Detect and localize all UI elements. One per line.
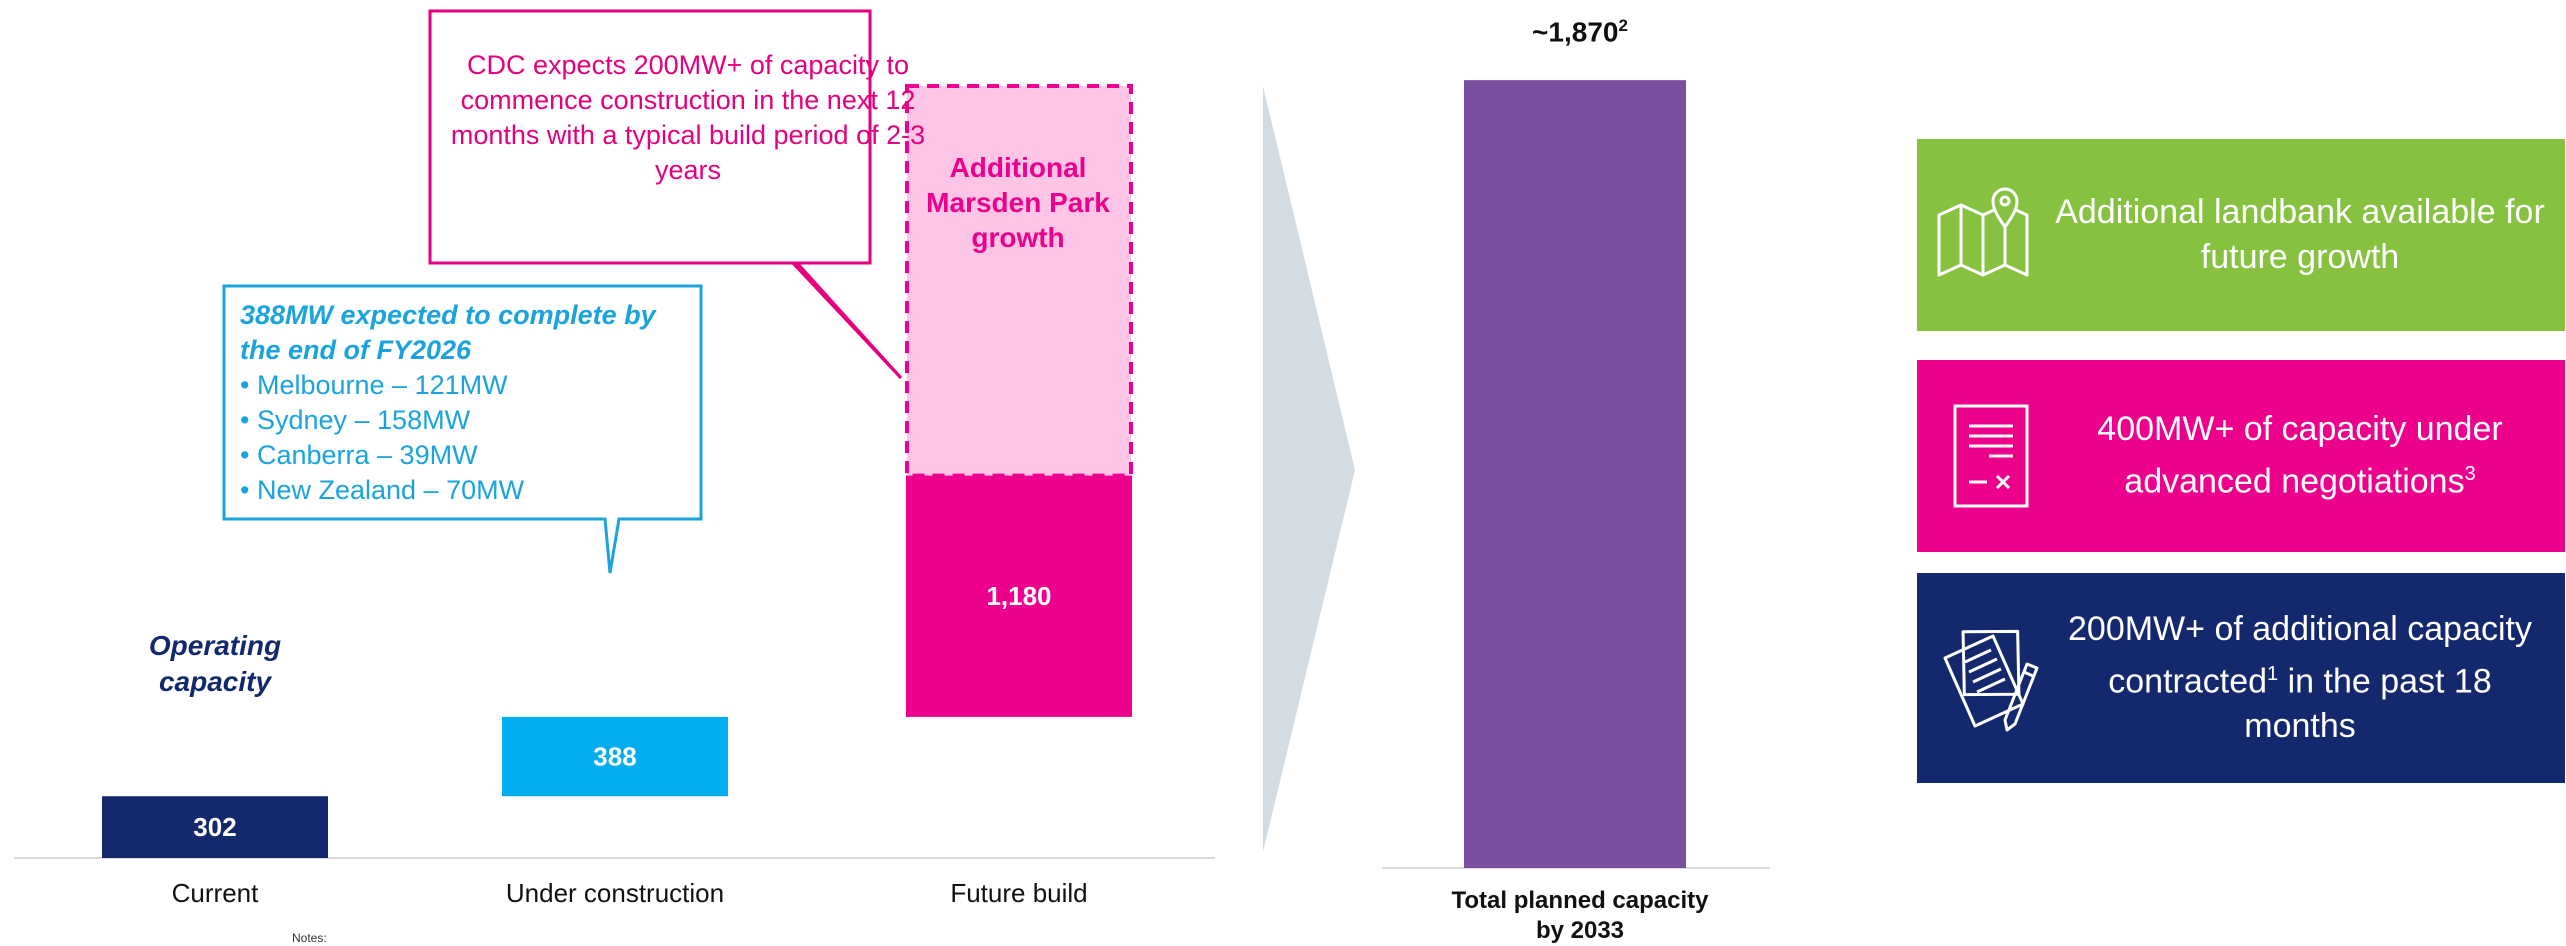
map-pin-icon — [1937, 187, 2029, 277]
callout-blue-text: 388MW expected to complete by the end of… — [240, 298, 700, 508]
notes-label: Notes: — [292, 931, 327, 945]
document-icon — [1953, 404, 2029, 508]
list-item: Sydney – 158MW — [240, 403, 700, 438]
info-box-contracted-text: 200MW+ of additional capacity contracted… — [2051, 607, 2565, 749]
info-box-contracted-after: in the past 18 months — [2244, 662, 2492, 746]
total-value-footnote: 2 — [1618, 16, 1628, 35]
callout-pink-bubble — [428, 9, 903, 380]
contract-pen-icon — [1943, 629, 2039, 732]
info-box-negotiations-main: 400MW+ of capacity under advanced negoti… — [2097, 410, 2503, 501]
info-box-contracted-before: 200MW+ of additional capacity contracted — [2068, 609, 2532, 701]
total-category-label: Total planned capacity by 2033 — [1451, 887, 1709, 944]
bar-future-build — [906, 475, 1132, 717]
info-box-contracted: 200MW+ of additional capacity contracted… — [1917, 573, 2565, 783]
value-label-current: 302 — [193, 812, 236, 842]
callout-pink-text: CDC expects 200MW+ of capacity to commen… — [450, 50, 926, 185]
bar-current — [102, 796, 328, 858]
chevron-separator — [1263, 86, 1355, 852]
category-label-current: Current — [172, 878, 259, 908]
info-box-negotiations-text: 400MW+ of capacity under advanced negoti… — [2051, 407, 2565, 504]
list-item: Canberra – 39MW — [240, 438, 700, 473]
list-item: Melbourne – 121MW — [240, 368, 700, 403]
list-item: New Zealand – 70MW — [240, 473, 700, 508]
operating-capacity-label: Operating capacity — [148, 630, 282, 697]
info-box-contracted-footnote: 1 — [2267, 662, 2279, 685]
total-value-label: ~1,8702 — [1460, 16, 1700, 48]
value-label-future-build: 1,180 — [986, 581, 1051, 611]
callout-blue-heading: 388MW expected to complete by the end of… — [240, 300, 656, 365]
bar-under-construction — [502, 716, 728, 797]
category-label-under-construction: Under construction — [506, 878, 724, 908]
category-label-future-build: Future build — [950, 878, 1087, 908]
bar-total-planned — [1464, 80, 1686, 868]
info-box-landbank: Additional landbank available for future… — [1917, 139, 2565, 331]
value-label-under-construction: 388 — [593, 742, 636, 772]
info-box-negotiations-footnote: 3 — [2464, 463, 2476, 486]
info-box-landbank-text: Additional landbank available for future… — [2055, 193, 2545, 276]
info-box-negotiations: 400MW+ of capacity under advanced negoti… — [1917, 360, 2565, 552]
marsden-park-segment — [905, 84, 1133, 478]
marsden-park-label: Additional Marsden Park growth — [926, 152, 1110, 253]
callout-blue-list: Melbourne – 121MW Sydney – 158MW Canberr… — [240, 368, 700, 508]
total-value-text: ~1,870 — [1532, 16, 1619, 48]
